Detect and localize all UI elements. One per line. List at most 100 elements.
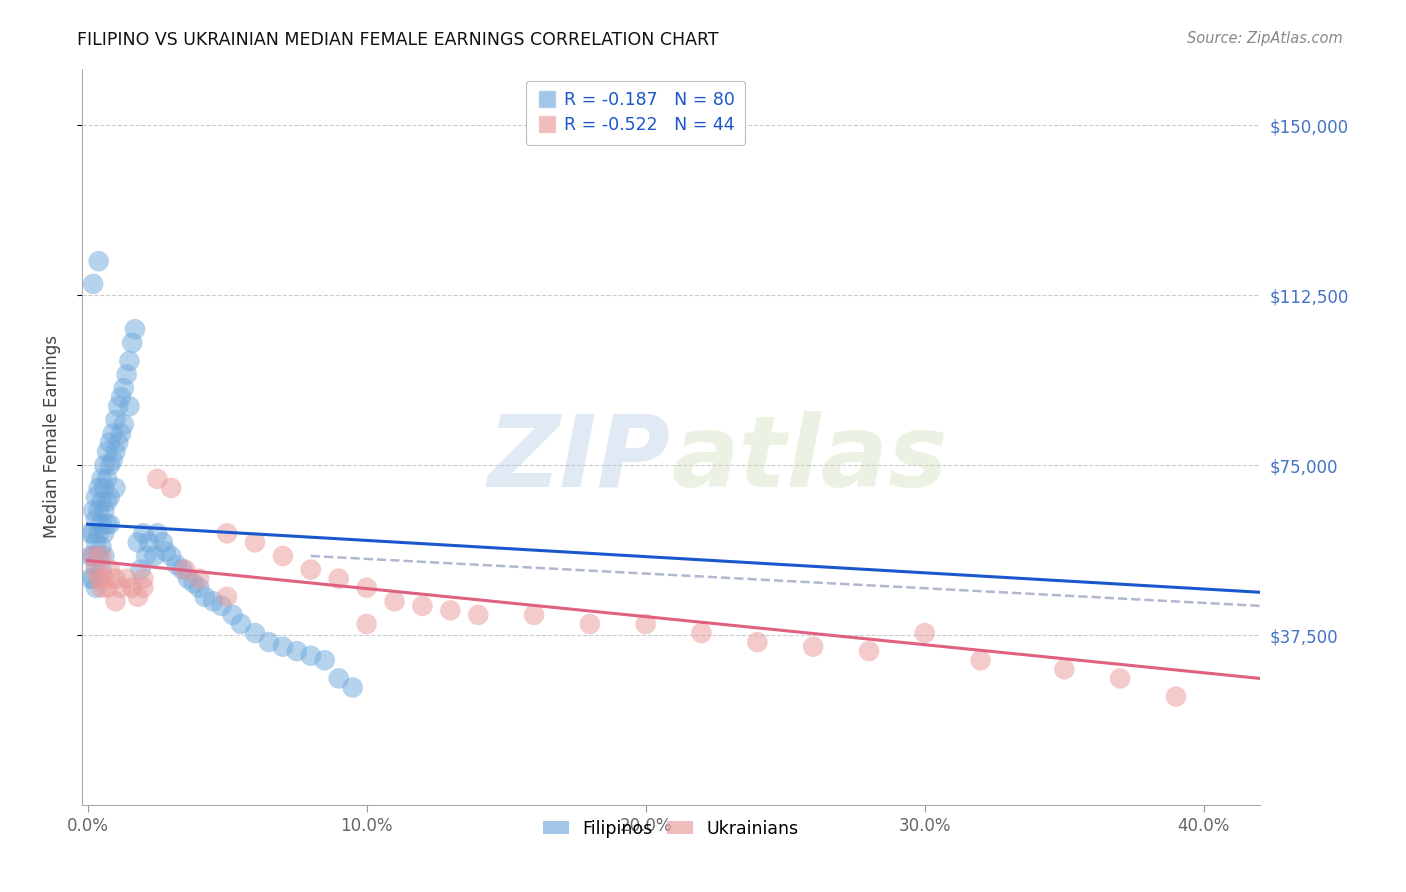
Point xyxy=(439,603,461,617)
Point xyxy=(110,390,132,404)
Point xyxy=(969,653,991,667)
Point xyxy=(132,526,155,541)
Point xyxy=(579,617,602,632)
Point xyxy=(79,572,101,586)
Text: FILIPINO VS UKRAINIAN MEDIAN FEMALE EARNINGS CORRELATION CHART: FILIPINO VS UKRAINIAN MEDIAN FEMALE EARN… xyxy=(77,31,718,49)
Point xyxy=(160,481,183,495)
Point xyxy=(84,581,107,595)
Point xyxy=(328,572,350,586)
Point xyxy=(243,626,266,640)
Point xyxy=(155,544,177,558)
Point xyxy=(211,599,233,613)
Point xyxy=(84,513,107,527)
Point xyxy=(177,572,200,586)
Point xyxy=(107,435,129,450)
Point xyxy=(87,254,110,268)
Point xyxy=(299,648,322,663)
Point xyxy=(98,490,121,504)
Point xyxy=(90,517,112,532)
Point xyxy=(183,576,205,591)
Point xyxy=(82,549,104,563)
Point xyxy=(104,572,127,586)
Point xyxy=(914,626,936,640)
Point xyxy=(104,481,127,495)
Point xyxy=(82,526,104,541)
Point xyxy=(411,599,433,613)
Point xyxy=(221,607,243,622)
Point xyxy=(84,490,107,504)
Point xyxy=(747,635,769,649)
Point xyxy=(152,535,174,549)
Point xyxy=(90,563,112,577)
Point xyxy=(98,517,121,532)
Point xyxy=(467,607,489,622)
Point xyxy=(146,526,169,541)
Point xyxy=(194,590,217,604)
Point xyxy=(104,413,127,427)
Point xyxy=(79,526,101,541)
Point xyxy=(79,549,101,563)
Point xyxy=(124,322,146,336)
Point xyxy=(93,481,115,495)
Point xyxy=(217,526,239,541)
Point xyxy=(90,549,112,563)
Point xyxy=(188,581,211,595)
Point xyxy=(112,417,135,432)
Point xyxy=(166,558,188,572)
Point xyxy=(523,607,546,622)
Point xyxy=(110,426,132,441)
Point xyxy=(356,581,378,595)
Point xyxy=(98,458,121,473)
Point xyxy=(82,503,104,517)
Point xyxy=(87,481,110,495)
Point xyxy=(107,400,129,414)
Point xyxy=(342,681,364,695)
Point xyxy=(112,381,135,395)
Point xyxy=(328,672,350,686)
Point xyxy=(101,426,124,441)
Point xyxy=(143,549,166,563)
Point xyxy=(87,526,110,541)
Legend: Filipinos, Ukrainians: Filipinos, Ukrainians xyxy=(536,813,806,845)
Point xyxy=(82,277,104,291)
Point xyxy=(690,626,713,640)
Point xyxy=(93,549,115,563)
Y-axis label: Median Female Earnings: Median Female Earnings xyxy=(44,335,60,539)
Point xyxy=(285,644,308,658)
Point xyxy=(96,444,118,458)
Point xyxy=(104,444,127,458)
Point xyxy=(96,494,118,508)
Point xyxy=(1109,672,1132,686)
Point xyxy=(98,435,121,450)
Point xyxy=(104,594,127,608)
Point xyxy=(135,549,157,563)
Point xyxy=(188,572,211,586)
Text: Source: ZipAtlas.com: Source: ZipAtlas.com xyxy=(1187,31,1343,46)
Point xyxy=(858,644,880,658)
Point xyxy=(87,572,110,586)
Point xyxy=(174,563,197,577)
Point xyxy=(115,572,138,586)
Point xyxy=(90,540,112,554)
Point xyxy=(118,354,141,368)
Point xyxy=(1053,662,1076,676)
Point xyxy=(121,335,143,350)
Point xyxy=(84,563,107,577)
Point xyxy=(93,458,115,473)
Point xyxy=(87,549,110,563)
Point xyxy=(90,494,112,508)
Point xyxy=(229,617,252,632)
Point xyxy=(96,472,118,486)
Text: ZIP: ZIP xyxy=(488,410,671,508)
Point xyxy=(634,617,657,632)
Point xyxy=(127,535,149,549)
Point xyxy=(299,563,322,577)
Point xyxy=(84,558,107,572)
Point xyxy=(115,368,138,382)
Text: atlas: atlas xyxy=(671,410,948,508)
Point xyxy=(356,617,378,632)
Point xyxy=(271,640,294,654)
Point xyxy=(93,503,115,517)
Point xyxy=(93,572,115,586)
Point xyxy=(257,635,280,649)
